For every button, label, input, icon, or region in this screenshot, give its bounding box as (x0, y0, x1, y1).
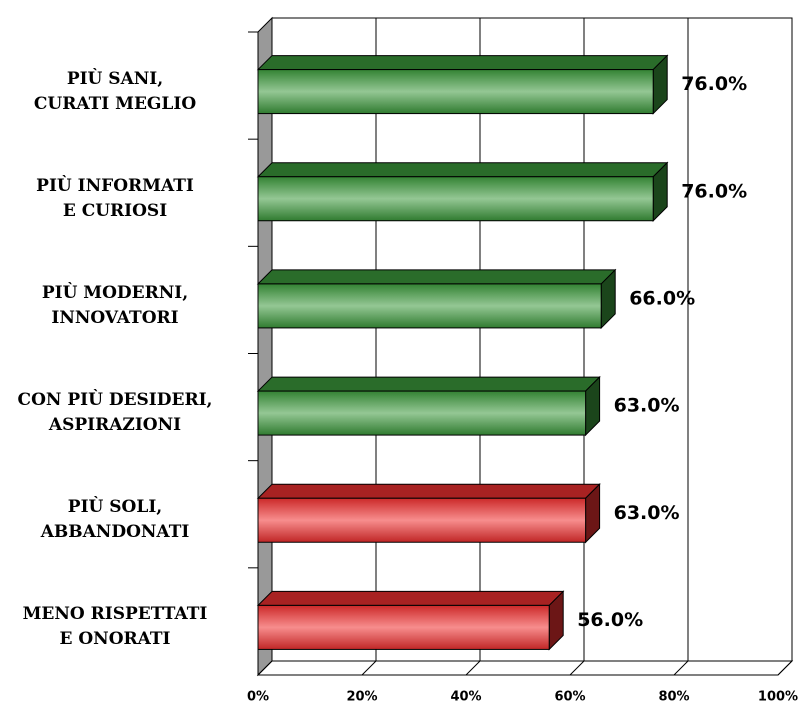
bar (257, 283, 602, 329)
grid-line-floor (465, 660, 481, 676)
grid-line-floor (257, 660, 273, 676)
x-tick-label: 80% (658, 690, 689, 705)
grid-line-floor (569, 660, 585, 676)
category-label: CON PIÙ DESIDERI, ASPIRAZIONI (17, 390, 213, 436)
category-label: MENO RISPETTATI E ONORATI (22, 604, 208, 650)
bar-top (256, 269, 617, 285)
x-tick-label: 40% (450, 690, 481, 705)
bar-top (256, 162, 669, 178)
bar (257, 604, 550, 650)
value-label: 63.0% (614, 502, 680, 524)
x-tick-label: 0% (247, 690, 269, 705)
side-wall (257, 16, 273, 677)
x-tick-label: 100% (758, 690, 798, 705)
bar (257, 176, 654, 222)
grid-line-floor (673, 660, 689, 676)
value-label: 76.0% (681, 180, 747, 202)
floor (256, 660, 794, 676)
grid-line-floor (777, 660, 793, 676)
bar (257, 390, 587, 436)
category-label: PIÙ SANI, CURATI MEGLIO (33, 68, 197, 114)
grid-line-floor (361, 660, 377, 676)
bar (257, 69, 654, 115)
back-wall (271, 17, 793, 662)
value-label: 56.0% (577, 609, 643, 631)
value-label: 76.0% (681, 73, 747, 95)
category-label: PIÙ MODERNI, INNOVATORI (41, 282, 189, 328)
bar-top (256, 483, 601, 499)
bar (257, 497, 587, 543)
value-label: 63.0% (614, 395, 680, 417)
category-label: PIÙ SOLI, ABBANDONATI (40, 497, 190, 543)
x-tick-label: 20% (346, 690, 377, 705)
x-tick-label: 60% (554, 690, 585, 705)
bar-top (256, 376, 601, 392)
bar-top (256, 55, 669, 71)
value-label: 66.0% (629, 287, 695, 309)
category-label: PIÙ INFORMATI E CURIOSI (36, 175, 194, 221)
bar-top (256, 590, 565, 606)
